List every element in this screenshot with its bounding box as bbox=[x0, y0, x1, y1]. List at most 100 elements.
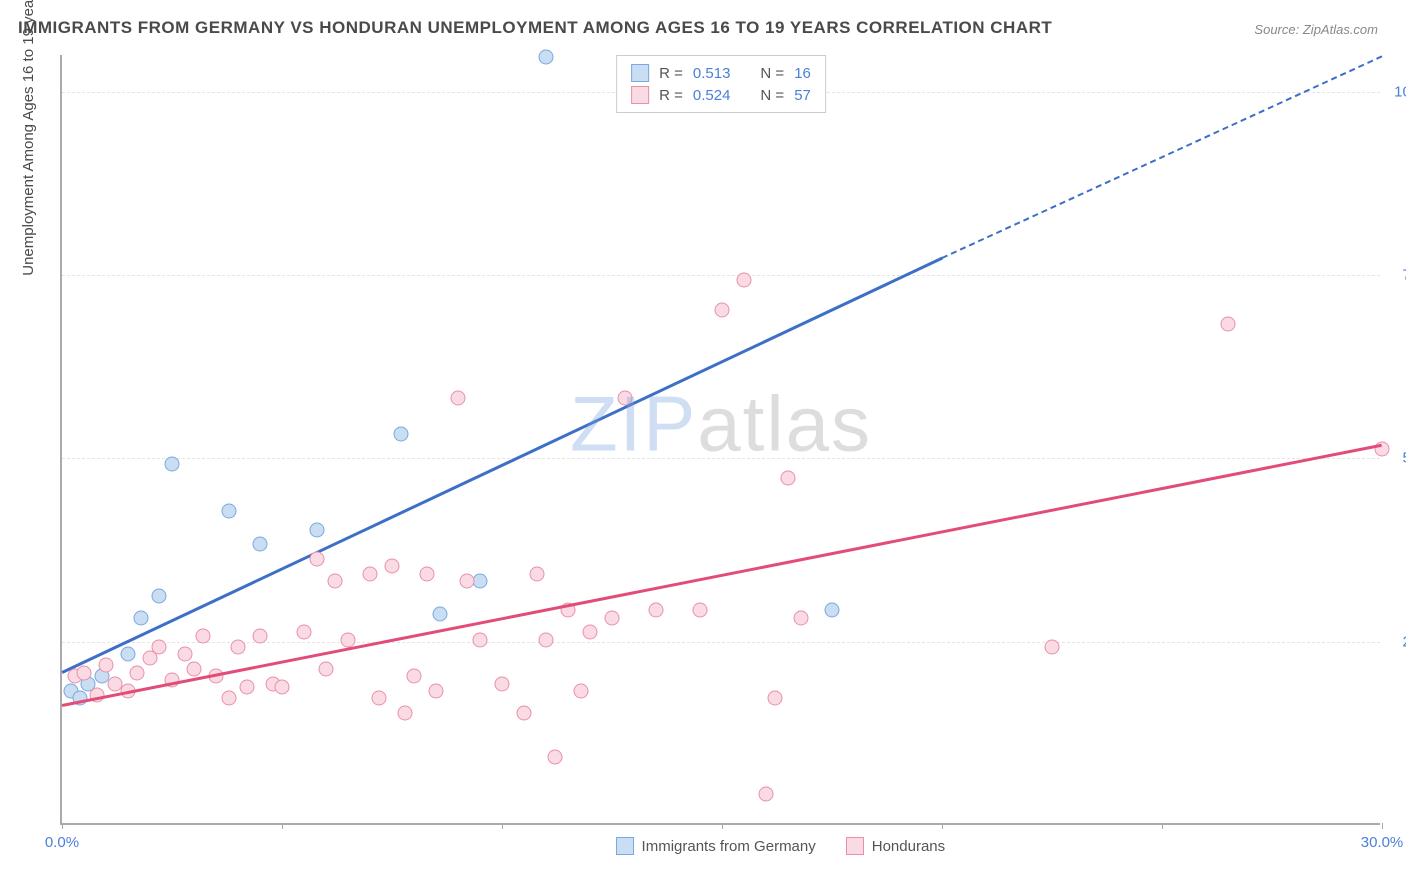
scatter-point bbox=[605, 610, 620, 625]
scatter-point bbox=[222, 691, 237, 706]
scatter-point bbox=[187, 662, 202, 677]
legend-n-label: N = bbox=[760, 65, 784, 82]
scatter-point bbox=[363, 566, 378, 581]
scatter-point bbox=[794, 610, 809, 625]
source-label: Source: bbox=[1254, 22, 1299, 37]
legend-series-label: Hondurans bbox=[872, 838, 945, 855]
scatter-point bbox=[327, 574, 342, 589]
scatter-point bbox=[398, 706, 413, 721]
legend-swatch bbox=[631, 64, 649, 82]
scatter-point bbox=[429, 684, 444, 699]
scatter-point bbox=[825, 603, 840, 618]
source-attribution: Source: ZipAtlas.com bbox=[1254, 22, 1378, 37]
scatter-point bbox=[310, 522, 325, 537]
legend-bottom-item: Immigrants from Germany bbox=[616, 837, 816, 855]
scatter-point bbox=[649, 603, 664, 618]
legend-r-value: 0.524 bbox=[693, 87, 731, 104]
x-tick-mark bbox=[722, 823, 723, 829]
y-tick-label: 75.0% bbox=[1402, 267, 1406, 284]
scatter-point bbox=[420, 566, 435, 581]
scatter-point bbox=[1045, 640, 1060, 655]
legend-bottom-item: Hondurans bbox=[846, 837, 945, 855]
trend-line-dashed bbox=[942, 55, 1383, 258]
scatter-point bbox=[253, 629, 268, 644]
legend-r-label: R = bbox=[659, 65, 683, 82]
scatter-point bbox=[1221, 317, 1236, 332]
legend-n-value: 16 bbox=[794, 65, 811, 82]
scatter-point bbox=[239, 680, 254, 695]
scatter-point bbox=[231, 640, 246, 655]
scatter-point bbox=[393, 427, 408, 442]
legend-row: R = 0.513 N = 16 bbox=[631, 62, 811, 84]
scatter-point bbox=[253, 537, 268, 552]
scatter-point bbox=[715, 302, 730, 317]
scatter-point bbox=[530, 566, 545, 581]
y-tick-label: 100.0% bbox=[1394, 83, 1406, 100]
scatter-point bbox=[759, 786, 774, 801]
scatter-point bbox=[275, 680, 290, 695]
scatter-point bbox=[77, 665, 92, 680]
legend-swatch bbox=[631, 86, 649, 104]
scatter-point bbox=[547, 750, 562, 765]
scatter-point bbox=[178, 647, 193, 662]
scatter-point bbox=[129, 665, 144, 680]
scatter-point bbox=[385, 559, 400, 574]
x-tick-mark bbox=[1382, 823, 1383, 829]
scatter-point bbox=[583, 625, 598, 640]
scatter-point bbox=[693, 603, 708, 618]
scatter-point bbox=[574, 684, 589, 699]
trend-line bbox=[61, 257, 942, 674]
x-tick-mark bbox=[1162, 823, 1163, 829]
y-tick-label: 50.0% bbox=[1402, 450, 1406, 467]
legend-swatch bbox=[846, 837, 864, 855]
legend-r-value: 0.513 bbox=[693, 65, 731, 82]
scatter-point bbox=[121, 647, 136, 662]
scatter-point bbox=[433, 607, 448, 622]
scatter-point bbox=[737, 273, 752, 288]
scatter-point bbox=[459, 574, 474, 589]
scatter-point bbox=[767, 691, 782, 706]
source-value: ZipAtlas.com bbox=[1303, 22, 1378, 37]
x-tick-label: 30.0% bbox=[1361, 834, 1404, 851]
scatter-point bbox=[165, 456, 180, 471]
scatter-point bbox=[310, 552, 325, 567]
watermark-suffix: atlas bbox=[697, 379, 872, 467]
y-tick-label: 25.0% bbox=[1402, 633, 1406, 650]
scatter-point bbox=[99, 658, 114, 673]
scatter-point bbox=[618, 390, 633, 405]
series-legend: Immigrants from Germany Hondurans bbox=[616, 837, 946, 855]
y-axis-label: Unemployment Among Ages 16 to 19 years bbox=[20, 0, 37, 276]
x-tick-mark bbox=[502, 823, 503, 829]
legend-n-value: 57 bbox=[794, 87, 811, 104]
scatter-point bbox=[781, 471, 796, 486]
scatter-point bbox=[151, 588, 166, 603]
correlation-legend: R = 0.513 N = 16R = 0.524 N = 57 bbox=[616, 55, 826, 113]
legend-series-label: Immigrants from Germany bbox=[642, 838, 816, 855]
x-tick-mark bbox=[942, 823, 943, 829]
legend-swatch bbox=[616, 837, 634, 855]
gridline bbox=[62, 458, 1380, 459]
scatter-point bbox=[451, 390, 466, 405]
x-tick-mark bbox=[282, 823, 283, 829]
scatter-point bbox=[539, 632, 554, 647]
scatter-point bbox=[407, 669, 422, 684]
scatter-point bbox=[341, 632, 356, 647]
scatter-point bbox=[473, 574, 488, 589]
legend-n-label: N = bbox=[760, 87, 784, 104]
scatter-point bbox=[222, 504, 237, 519]
scatter-point bbox=[134, 610, 149, 625]
x-tick-mark bbox=[62, 823, 63, 829]
scatter-point bbox=[539, 49, 554, 64]
gridline bbox=[62, 275, 1380, 276]
watermark: ZIPatlas bbox=[570, 378, 872, 469]
scatter-point bbox=[473, 632, 488, 647]
scatter-point bbox=[297, 625, 312, 640]
trend-line bbox=[62, 444, 1382, 707]
scatter-point bbox=[151, 640, 166, 655]
scatter-point bbox=[371, 691, 386, 706]
scatter-point bbox=[319, 662, 334, 677]
scatter-point bbox=[517, 706, 532, 721]
x-tick-label: 0.0% bbox=[45, 834, 79, 851]
scatter-point bbox=[195, 629, 210, 644]
chart-plot-area: ZIPatlas R =0.513N =16R =0.524N =57 Immi… bbox=[60, 55, 1380, 825]
